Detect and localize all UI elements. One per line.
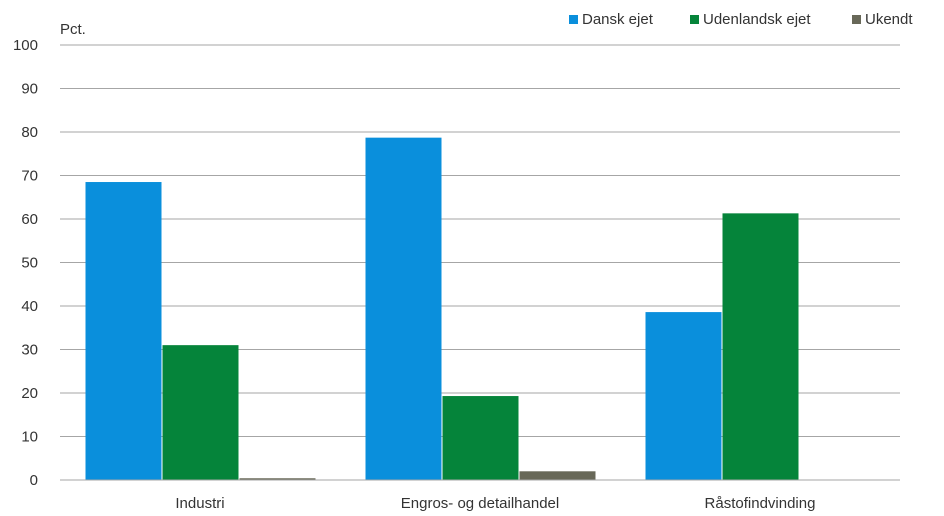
y-tick-label: 80 bbox=[21, 124, 38, 141]
bar-dansk-ejet bbox=[645, 312, 722, 480]
legend: Dansk ejet Udenlandsk ejet Ukendt bbox=[569, 11, 913, 28]
category-labels: Industri Engros- og detailhandel Råstofind… bbox=[175, 495, 815, 512]
y-tick-label: 50 bbox=[21, 255, 38, 272]
bar-dansk-ejet bbox=[85, 182, 162, 480]
legend-swatch bbox=[852, 15, 861, 24]
y-tick-label: 20 bbox=[21, 385, 38, 402]
y-axis-tick-labels: 0 10 20 30 40 50 60 70 80 90 100 bbox=[13, 37, 38, 489]
y-tick-label: 40 bbox=[21, 298, 38, 315]
bar-ukendt bbox=[239, 478, 316, 480]
bar-udenlandsk-ejet bbox=[722, 213, 799, 480]
y-tick-label: 90 bbox=[21, 81, 38, 98]
bar-ukendt bbox=[519, 471, 596, 480]
bar-dansk-ejet bbox=[365, 137, 442, 480]
category-label: Råstofindvinding bbox=[705, 495, 816, 512]
y-axis-unit-label: Pct. bbox=[60, 21, 86, 38]
category-label: Engros- og detailhandel bbox=[401, 495, 559, 512]
bar-udenlandsk-ejet bbox=[162, 345, 239, 480]
legend-label: Ukendt bbox=[865, 11, 913, 28]
y-tick-label: 10 bbox=[21, 429, 38, 446]
legend-label: Udenlandsk ejet bbox=[703, 11, 811, 28]
legend-swatch bbox=[690, 15, 699, 24]
y-tick-label: 30 bbox=[21, 342, 38, 359]
bar-udenlandsk-ejet bbox=[442, 396, 519, 480]
bars bbox=[85, 137, 799, 480]
y-tick-label: 70 bbox=[21, 168, 38, 185]
legend-label: Dansk ejet bbox=[582, 11, 654, 28]
legend-swatch bbox=[569, 15, 578, 24]
y-tick-label: 0 bbox=[30, 472, 38, 489]
y-tick-label: 100 bbox=[13, 37, 38, 54]
category-label: Industri bbox=[175, 495, 224, 512]
y-tick-label: 60 bbox=[21, 211, 38, 228]
